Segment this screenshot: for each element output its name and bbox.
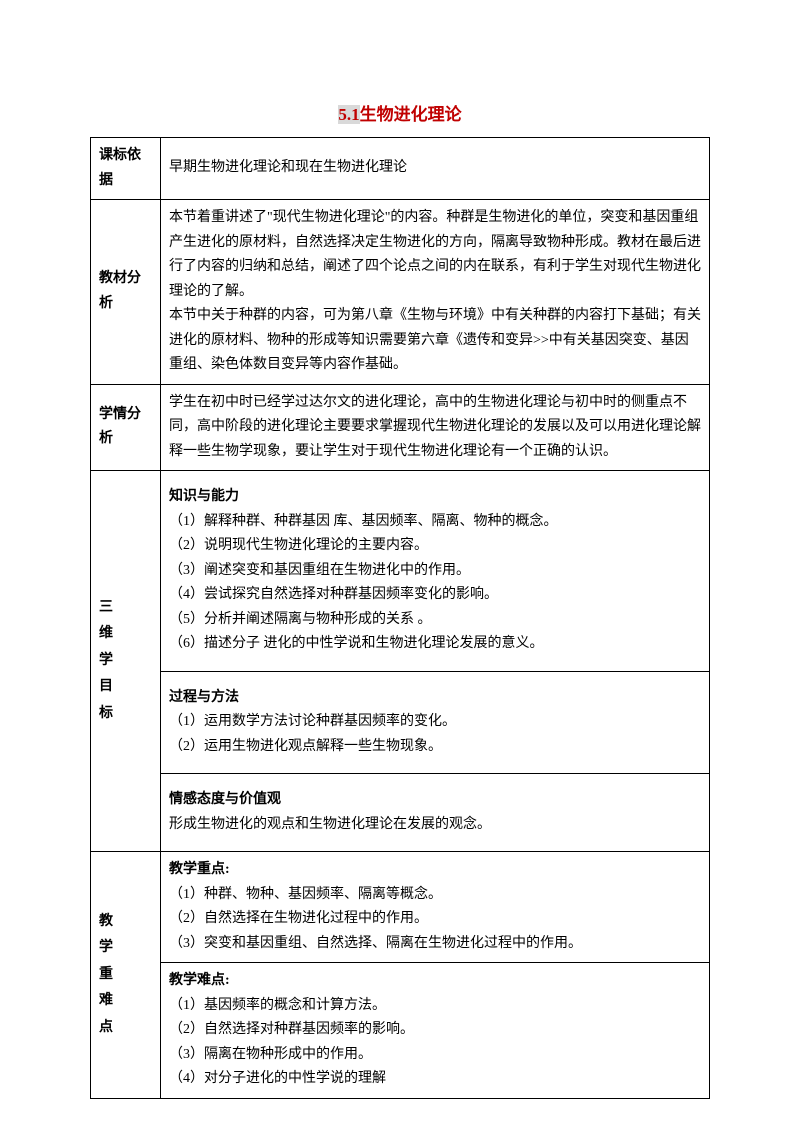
content-zhongdian: 教学重点: （1）种群、物种、基因频率、隔离等概念。 （2）自然选择在生物进化过… <box>161 852 710 963</box>
row-sanwei-qinggan: 情感态度与价值观 形成生物进化的观点和生物进化理论在发展的观念。 <box>91 774 710 852</box>
zhongnan-c1: 学 <box>99 936 152 961</box>
content-nandian: 教学难点: （1）基因频率的概念和计算方法。 （2）自然选择对种群基因频率的影响… <box>161 963 710 1099</box>
content-xueqing: 学生在初中时已经学过达尔文的进化理论，高中的生物进化理论与初中时的侧重点不同，高… <box>161 384 710 471</box>
label-jiaocai: 教材分析 <box>91 200 161 385</box>
zhong-3: （3）突变和基因重组、自然选择、隔离在生物进化过程中的作用。 <box>169 932 701 957</box>
label-sanwei: 三 维 学 目 标 <box>91 471 161 852</box>
zhongnan-c2: 重 <box>99 963 152 988</box>
row-jiaocai: 教材分析 本节着重讲述了"现代生物进化理论"的内容。种群是生物进化的单位，突变和… <box>91 200 710 385</box>
jiaocai-p1: 本节着重讲述了"现代生物进化理论"的内容。种群是生物进化的单位，突变和基因重组产… <box>169 206 701 304</box>
zhishi-2: （2）说明现代生物进化理论的主要内容。 <box>169 534 701 559</box>
nan-4: （4）对分子进化的中性学说的理解 <box>169 1067 701 1092</box>
label-xueqing: 学情分析 <box>91 384 161 471</box>
row-xueqing: 学情分析 学生在初中时已经学过达尔文的进化理论，高中的生物进化理论与初中时的侧重… <box>91 384 710 471</box>
content-qinggan: 情感态度与价值观 形成生物进化的观点和生物进化理论在发展的观念。 <box>161 774 710 852</box>
zhishi-6: （6）描述分子 进化的中性学说和生物进化理论发展的意义。 <box>169 632 701 657</box>
zhong-2: （2）自然选择在生物进化过程中的作用。 <box>169 907 701 932</box>
zhishi-heading: 知识与能力 <box>169 485 701 510</box>
zhishi-5: （5）分析并阐述隔离与物种形成的关系 。 <box>169 608 701 633</box>
sanwei-c3: 目 <box>99 675 152 700</box>
zhishi-4: （4）尝试探究自然选择对种群基因频率变化的影响。 <box>169 583 701 608</box>
guocheng-2: （2）运用生物进化观点解释一些生物现象。 <box>169 735 701 760</box>
nandian-heading: 教学难点: <box>169 969 701 994</box>
sanwei-c0: 三 <box>99 596 152 621</box>
zhishi-1: （1）解释种群、种群基因 库、基因频率、隔离、物种的概念。 <box>169 510 701 535</box>
guocheng-heading: 过程与方法 <box>169 686 701 711</box>
zhong-1: （1）种群、物种、基因频率、隔离等概念。 <box>169 883 701 908</box>
sanwei-c2: 学 <box>99 649 152 674</box>
title-text: 生物进化理论 <box>360 105 462 124</box>
content-jiaocai: 本节着重讲述了"现代生物进化理论"的内容。种群是生物进化的单位，突变和基因重组产… <box>161 200 710 385</box>
page: 5.1生物进化理论 课标依据 早期生物进化理论和现在生物进化理论 教材分析 本节… <box>0 0 800 1139</box>
zhongnan-c4: 点 <box>99 1016 152 1041</box>
page-title: 5.1生物进化理论 <box>90 100 710 125</box>
zhongnan-c0: 教 <box>99 910 152 935</box>
content-zhishi: 知识与能力 （1）解释种群、种群基因 库、基因频率、隔离、物种的概念。 （2）说… <box>161 471 710 672</box>
qinggan-text: 形成生物进化的观点和生物进化理论在发展的观念。 <box>169 813 701 838</box>
row-sanwei-zhishi: 三 维 学 目 标 知识与能力 （1）解释种群、种群基因 库、基因频率、隔离、物… <box>91 471 710 672</box>
content-kebiao: 早期生物进化理论和现在生物进化理论 <box>161 138 710 200</box>
zhongnan-c3: 难 <box>99 989 152 1014</box>
row-zhongdian: 教 学 重 难 点 教学重点: （1）种群、物种、基因频率、隔离等概念。 （2）… <box>91 852 710 963</box>
jiaocai-p2: 本节中关于种群的内容，可为第八章《生物与环境》中有关种群的内容打下基础；有关进化… <box>169 304 701 378</box>
sanwei-c1: 维 <box>99 622 152 647</box>
row-kebiao: 课标依据 早期生物进化理论和现在生物进化理论 <box>91 138 710 200</box>
zhongdian-heading: 教学重点: <box>169 858 701 883</box>
label-kebiao: 课标依据 <box>91 138 161 200</box>
nan-1: （1）基因频率的概念和计算方法。 <box>169 994 701 1019</box>
content-guocheng: 过程与方法 （1）运用数学方法讨论种群基因频率的变化。 （2）运用生物进化观点解… <box>161 671 710 774</box>
guocheng-1: （1）运用数学方法讨论种群基因频率的变化。 <box>169 710 701 735</box>
row-nandian: 教学难点: （1）基因频率的概念和计算方法。 （2）自然选择对种群基因频率的影响… <box>91 963 710 1099</box>
nan-2: （2）自然选择对种群基因频率的影响。 <box>169 1018 701 1043</box>
row-sanwei-guocheng: 过程与方法 （1）运用数学方法讨论种群基因频率的变化。 （2）运用生物进化观点解… <box>91 671 710 774</box>
sanwei-c4: 标 <box>99 702 152 727</box>
title-number: 5.1 <box>338 105 359 124</box>
nan-3: （3）隔离在物种形成中的作用。 <box>169 1043 701 1068</box>
lesson-plan-table: 课标依据 早期生物进化理论和现在生物进化理论 教材分析 本节着重讲述了"现代生物… <box>90 137 710 1099</box>
qinggan-heading: 情感态度与价值观 <box>169 788 701 813</box>
zhishi-3: （3）阐述突变和基因重组在生物进化中的作用。 <box>169 559 701 584</box>
label-zhongnan: 教 学 重 难 点 <box>91 852 161 1099</box>
